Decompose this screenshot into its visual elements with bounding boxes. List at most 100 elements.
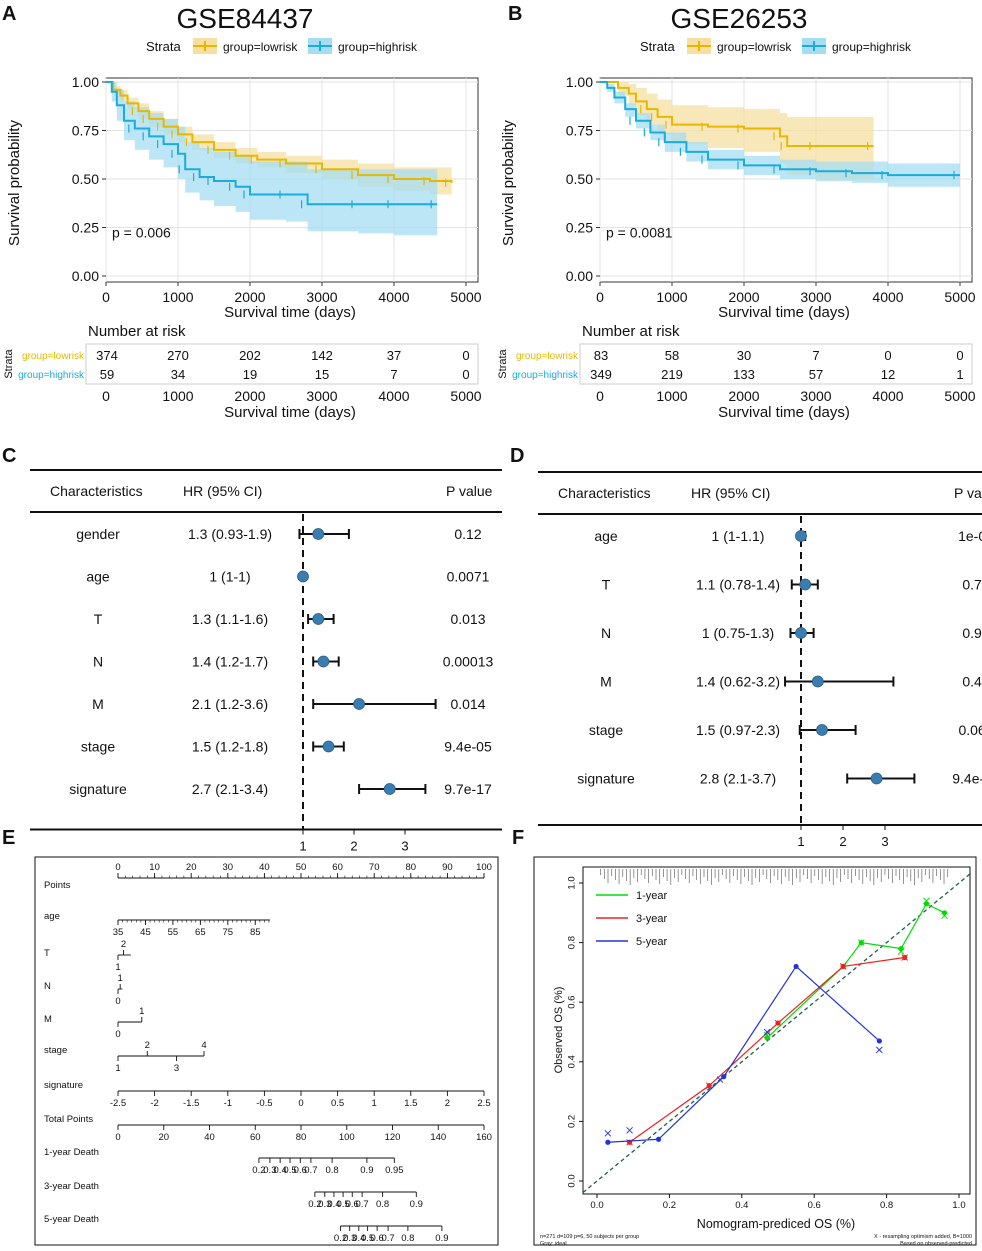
panel-b-risk-title: Number at risk	[582, 323, 680, 340]
nomogram-tick-label: 0.7	[304, 1165, 317, 1176]
risk-value: 7	[390, 367, 397, 382]
forest-row-p-T: 0.72	[962, 577, 982, 593]
forest-row-name-N: N	[93, 654, 103, 670]
panel-b-title: GSE26253	[671, 3, 808, 34]
y-tick-label: 1.00	[72, 74, 99, 90]
forest-row-name-age: age	[86, 569, 110, 585]
forest-point-signature	[870, 772, 883, 785]
risk-row-name: group=lowrisk	[516, 351, 579, 362]
nomogram-tick-label: -2.5	[110, 1098, 126, 1109]
calibration-xlabel: Nomogram-prediced OS (%)	[697, 1217, 855, 1231]
risk-value: 34	[171, 367, 185, 382]
risk-value: 270	[167, 348, 189, 363]
risk-value: 0	[462, 367, 469, 382]
nomogram-tick-label: 30	[223, 862, 234, 873]
x-tick-label: 2000	[234, 289, 265, 305]
nomogram-tick-label: 1	[118, 973, 123, 984]
forest-row-hr-N: 1 (0.75-1.3)	[702, 625, 774, 641]
nomogram-tick-label: 55	[168, 927, 179, 938]
forest-point-stage	[322, 740, 335, 753]
cal-corrected-3-year	[705, 1082, 713, 1089]
risk-value: 58	[665, 348, 679, 363]
nomogram-row-5-year-death-label: 5-year Death	[44, 1214, 99, 1225]
nomogram-tick-label: 0.7	[381, 1233, 394, 1244]
risk-value: 7	[812, 348, 819, 363]
nomogram-row-1-year-death-label: 1-year Death	[44, 1147, 99, 1158]
nomogram-tick-label: 0	[115, 862, 120, 873]
panel-label-a: A	[2, 3, 16, 25]
risk-table-box	[579, 343, 973, 385]
nomogram-tick-label: 90	[442, 862, 453, 873]
forest-header-characteristics: Characteristics	[50, 483, 143, 499]
cal-point-5-year	[721, 1074, 727, 1080]
cal-corrected-5-year	[626, 1127, 633, 1134]
cal-y-tick-label: 0.8	[566, 936, 577, 949]
nomogram-tick-label: 40	[259, 862, 270, 873]
cal-legend-label-3-year: 3-year	[636, 913, 668, 925]
cal-point-5-year	[605, 1139, 611, 1145]
forest-row-name-T: T	[602, 577, 611, 593]
calibration-footnote-left: Gray: ideal	[540, 1241, 567, 1247]
nomogram-tick-label: 0.6	[294, 1165, 307, 1176]
risk-value: 1	[956, 367, 963, 382]
forest-row-hr-T: 1.3 (1.1-1.6)	[192, 611, 268, 627]
nomogram-tick-label: 10	[149, 862, 160, 873]
forest-point-N	[317, 655, 330, 668]
nomogram-tick-label: 70	[369, 862, 380, 873]
nomogram-tick-label: 45	[140, 927, 151, 938]
ci-band-group=lowrisk	[106, 82, 452, 197]
cal-corrected-1-year	[897, 948, 905, 955]
cal-point-5-year	[876, 1038, 882, 1044]
cal-corrected-1-year	[857, 939, 865, 946]
panel-label-b: B	[508, 3, 522, 25]
calibration-footnote-right: X - resampling optimism added, B=1000	[874, 1234, 972, 1240]
x-tick-label: 1000	[162, 289, 193, 305]
forest-x-tick-label: 3	[881, 834, 888, 849]
nomogram-tick-label: -1.5	[183, 1098, 199, 1109]
forest-x-tick-label: 1	[299, 839, 306, 854]
forest-x-tick-label: 2	[839, 834, 846, 849]
cal-corrected-3-year	[839, 963, 847, 970]
x-tick-label: 0	[596, 289, 604, 305]
nomogram-tick-label: 50	[296, 862, 307, 873]
nomogram-tick-label: 0	[115, 1029, 120, 1040]
cal-x-tick-label: 0.6	[808, 1200, 821, 1211]
nomogram-tick-label: 20	[158, 1132, 169, 1143]
nomogram-row-m-label: M	[44, 1014, 52, 1025]
forest-row-p-N: 0.00013	[443, 654, 494, 670]
nomogram-tick-label: 35	[113, 927, 124, 938]
x-tick-label: 5000	[450, 289, 481, 305]
cal-corrected-1-year	[941, 912, 948, 920]
risk-value: 37	[387, 348, 401, 363]
nomogram-tick-label: 100	[339, 1132, 355, 1143]
nomogram-row-stage-label: stage	[44, 1045, 67, 1056]
panel-b-pvalue: p = 0.0081	[606, 224, 673, 240]
nomogram-tick-label: 0.8	[326, 1165, 339, 1176]
ci-band-group=highrisk	[106, 82, 438, 236]
forest-row-hr-T: 1.1 (0.78-1.4)	[696, 577, 780, 593]
forest-row-name-M: M	[600, 674, 612, 690]
panel-a-xlabel: Survival time (days)	[224, 304, 356, 321]
forest-x-tick-label: 2	[350, 839, 357, 854]
y-tick-label: 0.50	[72, 171, 99, 187]
cal-y-tick-label: 1.0	[566, 876, 577, 889]
forest-row-name-N: N	[601, 625, 611, 641]
panel-b-legend-title: Strata	[640, 39, 675, 54]
forest-row-hr-signature: 2.7 (2.1-3.4)	[192, 781, 268, 797]
nomogram-tick-label: 0.9	[410, 1199, 423, 1210]
nomogram-tick-label: 0.6	[346, 1199, 359, 1210]
risk-time-label: 0	[596, 388, 604, 404]
forest-row-name-signature: signature	[69, 781, 127, 797]
risk-time-label: 2000	[234, 388, 265, 404]
risk-value: 133	[733, 367, 755, 382]
y-tick-label: 0.25	[72, 220, 99, 236]
forest-point-gender	[312, 528, 325, 540]
nomogram-tick-label: 60	[250, 1132, 261, 1143]
nomogram-tick-label: 3	[174, 1063, 179, 1074]
nomogram-tick-label: 0.3	[263, 1165, 276, 1176]
forest-row-p-stage: 0.066	[958, 722, 982, 738]
nomogram-tick-label: 0.2	[308, 1199, 321, 1210]
panel-a-pvalue: p = 0.006	[112, 224, 171, 240]
forest-header-hr: HR (95% CI)	[183, 483, 262, 499]
x-tick-label: 0	[102, 289, 110, 305]
